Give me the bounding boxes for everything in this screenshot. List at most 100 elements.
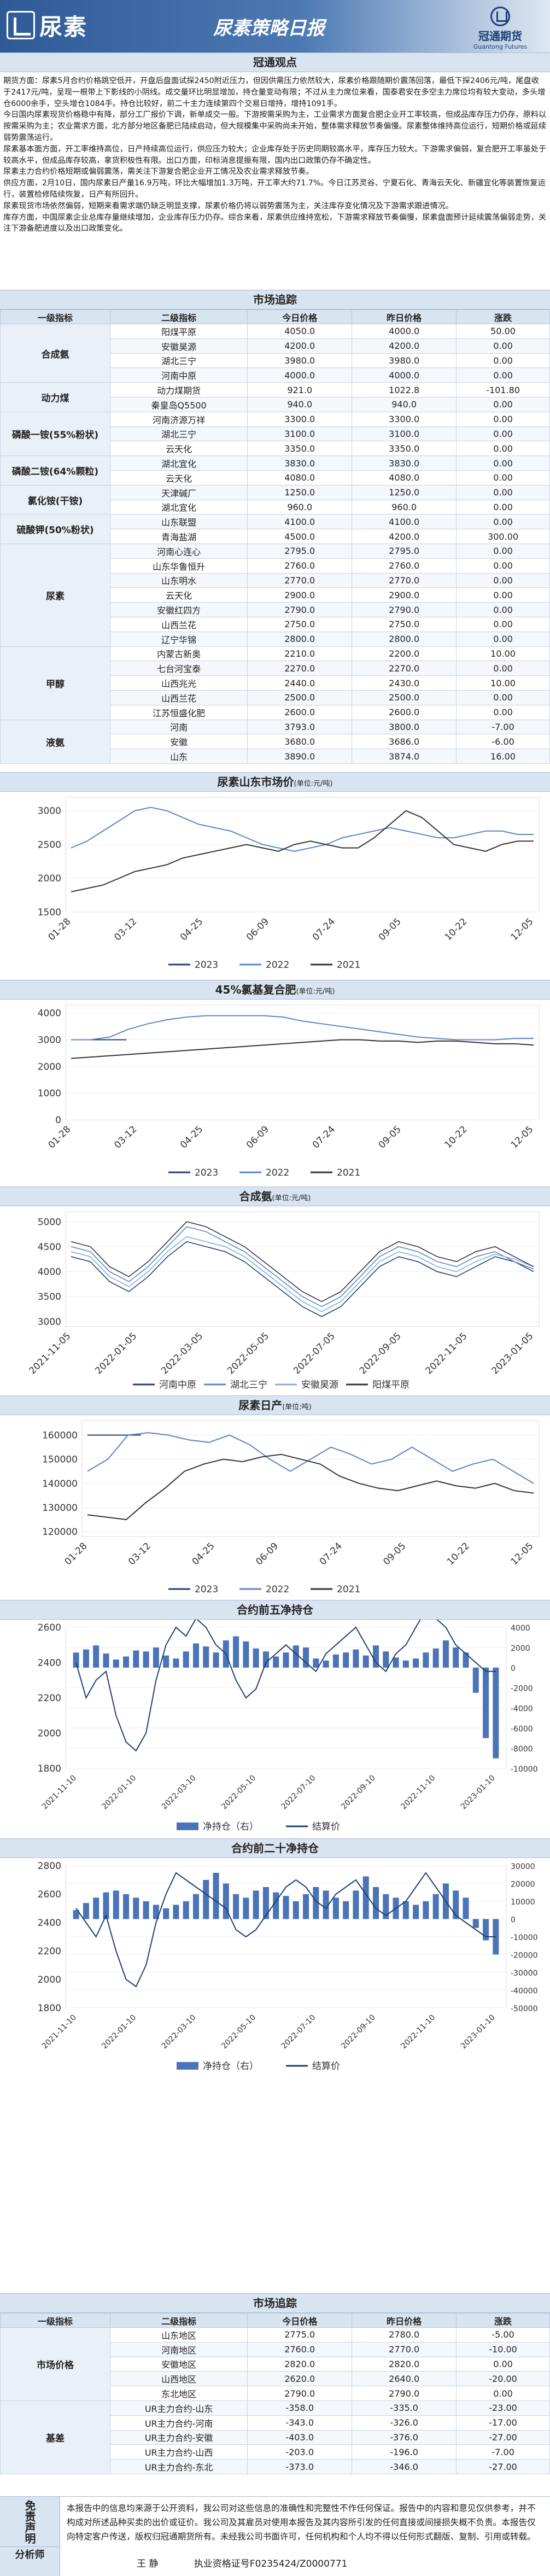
table-cell: 0.00 — [456, 367, 550, 383]
viewpoint-paragraph: 尿素现货市场依然偏弱，短期来看需求端仍缺乏明显支撑，尿素价格仍将以弱势震荡为主，… — [3, 201, 453, 211]
table-cell: 2600.0 — [352, 704, 457, 720]
table-cell: 0.00 — [456, 616, 550, 632]
series-line-1 — [71, 1241, 534, 1317]
y-tick-label: 3000 — [38, 806, 61, 817]
table-cell: 1250.0 — [247, 484, 353, 500]
net-position-bar — [183, 1651, 189, 1668]
table-cell: 940.0 — [352, 396, 457, 412]
y-right-tick-label: 30000 — [511, 1862, 535, 1871]
table-header-cell: 昨日价格 — [352, 2313, 457, 2328]
table-cell: 16.00 — [456, 749, 550, 764]
table-cell: 0.00 — [456, 631, 550, 647]
net-position-bar — [373, 1645, 379, 1668]
y-left-tick-label: 2000 — [38, 1975, 61, 1985]
category-cell: 甲醇 — [0, 646, 110, 720]
table-cell: 动力煤期货 — [109, 382, 248, 398]
x-tick-label: 2022-01-05 — [93, 1330, 139, 1376]
table-cell: 2760.0 — [247, 2341, 353, 2357]
table-cell: 3350.0 — [247, 441, 353, 457]
category-cell: 液氨 — [0, 719, 110, 764]
x-tick-label: 09-05 — [377, 1124, 403, 1150]
table-cell: 4000.0 — [247, 367, 353, 383]
net-position-bar — [83, 1903, 89, 1919]
x-tick-label: 09-05 — [381, 1540, 408, 1567]
y-tick-label: 1000 — [38, 1088, 61, 1099]
table-row: 秦皇岛Q5500 940.0 940.0 0.00 — [1, 396, 550, 412]
table-cell: 2270.0 — [247, 661, 353, 676]
net-position-bar — [273, 1892, 279, 1919]
table-cell: -196.0 — [352, 2444, 457, 2460]
series-line-2 — [71, 1226, 534, 1307]
table-cell: 安徽地区 — [109, 2356, 248, 2372]
category-cell: 动力煤 — [0, 382, 110, 412]
table-cell: 安徽红四方 — [109, 602, 248, 617]
table-cell: 0.00 — [456, 426, 550, 442]
x-tick-label: 12-05 — [508, 916, 535, 943]
legend-swatch — [177, 1823, 198, 1830]
table-cell: 2600.0 — [247, 704, 353, 720]
table-cell: -10.00 — [456, 2341, 550, 2357]
net-position-bar — [253, 1890, 259, 1919]
net-position-bar — [143, 1901, 149, 1919]
net-position-bar — [303, 1647, 309, 1668]
y-right-tick-label: -4000 — [511, 1704, 533, 1713]
table-header-row: 一级指标 二级指标 今日价格 昨日价格 涨跌 — [0, 2313, 550, 2328]
series-line-2 — [71, 807, 534, 852]
table-cell: 阳煤平原 — [109, 324, 248, 339]
table-cell: 秦皇岛Q5500 — [109, 396, 248, 412]
x-tick-label: 2022-09-10 — [340, 2013, 377, 2051]
net-position-bar — [383, 1894, 389, 1919]
net-position-bar — [463, 1897, 469, 1919]
net-position-bar — [113, 1890, 119, 1919]
net-position-bar — [262, 1887, 269, 1919]
legend-label: 2022 — [266, 1167, 289, 1178]
table-row: 磷酸一铵(55%粉状) 河南济源万祥 3300.0 3300.0 0.00 — [0, 411, 550, 457]
table-cell: 4050.0 — [247, 324, 353, 339]
x-tick-label: 2022-05-10 — [220, 1774, 258, 1812]
category-cell: 硫酸钾(50%粉状) — [0, 514, 110, 544]
x-tick-label: 2022-05-10 — [220, 2013, 258, 2051]
viewpoint-paragraph: 供应方面，2月10日，国内尿素日产量16.9万吨，环比大幅增加1.3万吨，开工率… — [3, 179, 546, 199]
category-cell: 氯化铵(干铵) — [0, 484, 110, 515]
net-position-bar — [393, 1657, 399, 1668]
net-position-bar — [453, 1647, 459, 1668]
table-cell: 0.00 — [456, 514, 550, 530]
net-position-bar — [402, 1660, 409, 1668]
table-row: 硫酸钾(50%粉状) 山东联盟 4100.0 4100.0 0.00 — [0, 514, 550, 544]
table-cell: 1022.8 — [352, 382, 457, 398]
table-row: 安徽昊源 4200.0 4200.0 0.00 — [1, 338, 550, 354]
legend-label: 河南中原 — [159, 1380, 196, 1391]
table-cell: 山西兰花 — [109, 616, 248, 632]
table-row: 云天化 2900.0 2900.0 0.00 — [1, 587, 550, 603]
disclaimer-text: 本报告中的信息均来源于公开资料，我公司对这些信息的准确性和完整性不作任何保证。报… — [67, 2503, 536, 2542]
table-cell: 4500.0 — [247, 529, 353, 544]
category-cell: 磷酸一铵(55%粉状) — [0, 411, 110, 457]
table-cell: -7.00 — [456, 2444, 550, 2460]
y-right-tick-label: 20000 — [511, 1880, 535, 1889]
table-cell: 921.0 — [247, 382, 353, 398]
table-cell: 2780.0 — [352, 2327, 457, 2343]
table-cell: 0.00 — [456, 573, 550, 588]
x-tick-label: 2022-09-10 — [340, 1774, 377, 1812]
table-cell: 山西兰花 — [109, 690, 248, 705]
table-cell: 山东地区 — [109, 2327, 248, 2343]
table-cell: 2795.0 — [352, 543, 457, 559]
table-cell: 云天化 — [109, 587, 248, 603]
table-cell: 0.00 — [456, 2386, 550, 2401]
table-cell: 河南济源万祥 — [109, 411, 248, 427]
table-cell: 3100.0 — [247, 426, 353, 442]
x-tick-label: 06-09 — [254, 1540, 280, 1567]
net-position-bar — [233, 1894, 239, 1919]
table-row: UR主力合约-东北 -373.0 -346.0 -27.00 — [1, 2459, 550, 2474]
series-line-3 — [71, 1236, 534, 1312]
x-tick-label: 06-09 — [244, 916, 271, 943]
chart-title-compound-fertilizer: 45%氯基复合肥(单位:元/吨) — [0, 980, 550, 1000]
table-cell: 湖北宜化 — [109, 499, 248, 515]
legend-label: 净持仓（右） — [203, 2061, 259, 2072]
x-tick-label: 2022-07-05 — [291, 1330, 337, 1376]
net-position-bar — [193, 1643, 199, 1668]
x-tick-label: 2021-11-05 — [27, 1330, 73, 1376]
table-row: 磷酸二铵(64%颗粒) 湖北宜化 3830.0 3830.0 0.00 — [0, 455, 550, 486]
x-tick-label: 04-25 — [190, 1540, 217, 1567]
table-cell: 2790.0 — [352, 2386, 457, 2401]
